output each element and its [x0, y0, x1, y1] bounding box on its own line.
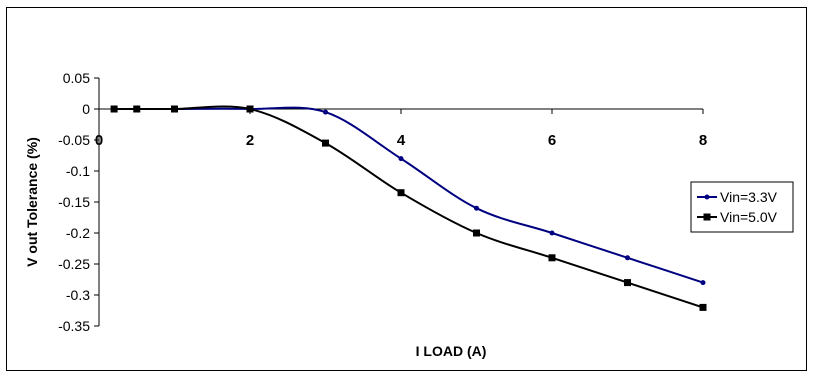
- data-point: [624, 279, 631, 287]
- data-point: [473, 229, 480, 237]
- legend: Vin=3.3V Vin=5.0V: [690, 181, 794, 233]
- data-point: [398, 156, 404, 162]
- y-tick-label: -0.35: [58, 318, 90, 334]
- data-point: [699, 303, 707, 311]
- data-point: [625, 255, 630, 261]
- x-tick-label: 6: [548, 132, 556, 149]
- line-chart: 0.05 0 -0.05 -0.1 -0.15 -0.2 -0.25 -0.3 -0.35 0 2…: [24, 70, 794, 359]
- data-point: [171, 105, 178, 113]
- series-vin-5v: [110, 105, 707, 311]
- y-tick-label: 0: [82, 101, 90, 117]
- legend-marker: [703, 213, 711, 221]
- x-tick-label: 4: [397, 132, 406, 149]
- data-point: [133, 105, 141, 113]
- y-tick-label: -0.3: [66, 287, 90, 303]
- data-point: [548, 254, 556, 262]
- x-tick-label: 8: [699, 132, 707, 149]
- y-tick-label: -0.1: [66, 163, 90, 179]
- y-tick-label: -0.05: [58, 132, 90, 148]
- x-axis-title: I LOAD (A): [416, 343, 487, 359]
- y-tick-label: -0.15: [58, 194, 90, 210]
- y-axis-title: V out Tolerance (%): [24, 137, 40, 267]
- legend-item: Vin=3.3V: [697, 189, 778, 205]
- series-group: [110, 105, 707, 311]
- data-point: [323, 109, 328, 115]
- data-point: [246, 105, 254, 113]
- legend-box: [690, 181, 794, 233]
- data-point: [397, 189, 405, 197]
- chart-area: 0.05 0 -0.05 -0.1 -0.15 -0.2 -0.25 -0.3 -0.35 0 2…: [6, 7, 807, 371]
- data-point: [110, 105, 118, 113]
- y-tick-label: 0.05: [63, 70, 90, 86]
- data-point: [700, 280, 706, 286]
- series-line: [114, 106, 704, 284]
- y-tick-label: -0.2: [66, 225, 90, 241]
- legend-item: Vin=5.0V: [697, 209, 778, 225]
- data-point: [549, 230, 555, 236]
- legend-marker: [704, 194, 710, 200]
- legend-label: Vin=5.0V: [720, 209, 778, 225]
- data-point: [322, 139, 329, 147]
- series-line: [114, 105, 704, 309]
- x-tick-label: 2: [246, 132, 254, 149]
- series-vin-3-3v: [111, 106, 706, 286]
- legend-label: Vin=3.3V: [720, 189, 778, 205]
- data-point: [474, 205, 479, 211]
- y-axis-ticks: 0.05 0 -0.05 -0.1 -0.15 -0.2 -0.25 -0.3 -0.35: [58, 70, 99, 334]
- y-tick-label: -0.25: [58, 256, 90, 272]
